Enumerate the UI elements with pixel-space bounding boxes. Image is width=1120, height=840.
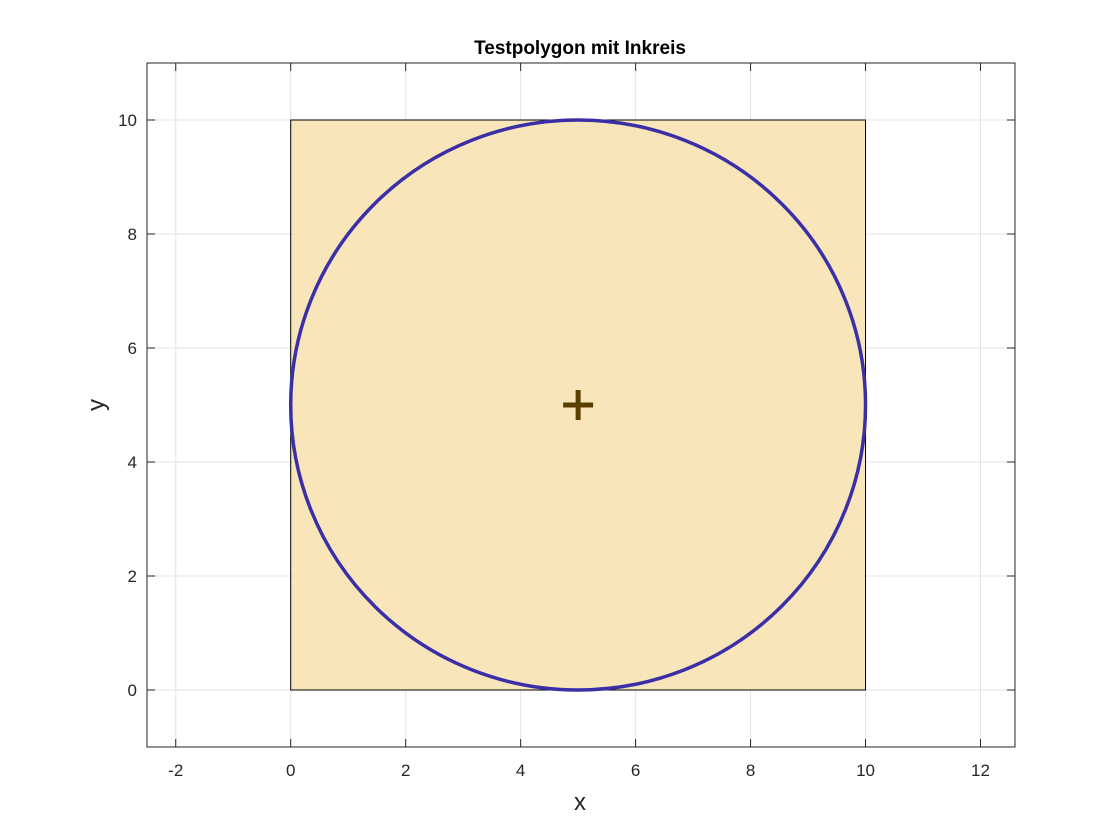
center-marker-layer	[563, 390, 594, 420]
y-tick-label: 8	[128, 225, 137, 244]
x-tick-label: 2	[401, 761, 410, 780]
x-tick-label: 4	[516, 761, 525, 780]
x-tick-label: 12	[971, 761, 990, 780]
x-tick-label: -2	[168, 761, 183, 780]
x-tick-label: 8	[746, 761, 755, 780]
y-tick-label: 6	[128, 339, 137, 358]
chart-title: Testpolygon mit Inkreis	[474, 38, 686, 59]
incircle	[288, 118, 868, 692]
incircle-layer	[288, 118, 868, 692]
x-tick-label: 0	[286, 761, 295, 780]
y-tick-label: 4	[128, 453, 137, 472]
axes-box	[146, 62, 1016, 748]
ticks: -2 0 2 4 6 8 10 12 0 2 4 6 8 10	[118, 63, 1015, 780]
x-tick-label: 10	[856, 761, 875, 780]
incircle-center-marker	[563, 390, 594, 420]
y-tick-label: 10	[118, 111, 137, 130]
y-tick-label: 0	[128, 681, 137, 700]
x-tick-label: 6	[631, 761, 640, 780]
y-tick-label: 2	[128, 567, 137, 586]
y-axis-label: y	[83, 399, 110, 411]
x-axis-label: x	[574, 789, 586, 816]
